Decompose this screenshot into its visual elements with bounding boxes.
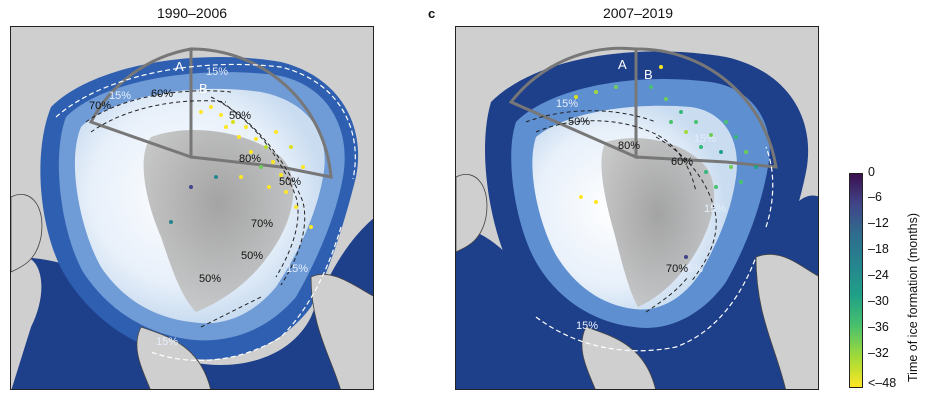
colorbar-tick: –24 xyxy=(868,268,889,282)
colorbar-tick: –6 xyxy=(868,190,882,204)
contour-label: 15% xyxy=(206,66,228,78)
colorbar-tick: –30 xyxy=(868,294,889,308)
sector-b-wedge xyxy=(189,47,333,179)
sector-a-wedge xyxy=(508,46,638,160)
colorbar-tick: –36 xyxy=(868,320,889,334)
contour-label: 15% xyxy=(109,90,131,102)
arctic-map-2007-2019: 50% 80% 60% 15% 15% 15% 15% 70% 15% A B xyxy=(455,26,819,390)
contour-label: 15% xyxy=(704,203,726,215)
contour-label: 15% xyxy=(156,336,178,348)
ice-formation-points xyxy=(169,105,313,229)
contour-label: 15% xyxy=(556,98,578,110)
sector-a-label: A xyxy=(618,57,627,72)
contour-label: 70% xyxy=(251,218,273,230)
sector-a-wedge xyxy=(88,47,193,160)
contour-label: 70% xyxy=(666,263,688,275)
contour-label: 50% xyxy=(229,110,251,122)
arctic-map-1990-2006: 15% 15% 15% 15% 60% 70% 50% 80% 50% 70% … xyxy=(10,26,374,390)
ice-formation-points xyxy=(574,65,758,259)
contour-label: 80% xyxy=(239,153,261,165)
colorbar-tick: –32 xyxy=(868,346,889,360)
stippled-ice-core xyxy=(143,129,294,312)
ocean-area xyxy=(11,218,373,389)
sector-b-label: B xyxy=(644,67,653,82)
sector-b-wedge xyxy=(634,47,778,169)
colorbar xyxy=(849,173,863,388)
concentration-contours xyxy=(85,90,306,328)
contour-label: 50% xyxy=(199,273,221,285)
contour-label: 70% xyxy=(89,100,111,112)
sector-a-label: A xyxy=(175,59,184,74)
ocean-area xyxy=(456,195,818,389)
colorbar-title: Time of ice formation (months) xyxy=(906,212,920,382)
stippled-ice-core xyxy=(601,138,715,307)
panel-1-title: 1990–2006 xyxy=(156,5,228,21)
contour-label: 50% xyxy=(279,176,301,188)
contour-label: 50% xyxy=(568,116,590,128)
contour-label: 15% xyxy=(576,320,598,332)
colorbar-tick: –18 xyxy=(868,242,889,256)
colorbar-tick: –12 xyxy=(868,216,889,230)
contour-label: 60% xyxy=(671,156,693,168)
contour-label: 60% xyxy=(151,88,173,100)
panel-2-letter: c xyxy=(428,6,436,21)
contour-label: 80% xyxy=(618,140,640,152)
panel-2-title: 2007–2019 xyxy=(602,5,674,21)
contour-label: 50% xyxy=(241,250,263,262)
colorbar-tick: <–48 xyxy=(868,376,897,390)
contour-label: 15% xyxy=(681,263,703,275)
concentration-contours xyxy=(525,110,717,313)
sector-b-label: B xyxy=(199,81,208,96)
contour-label: 15% xyxy=(286,263,308,275)
colorbar-tick: 0 xyxy=(868,165,875,179)
